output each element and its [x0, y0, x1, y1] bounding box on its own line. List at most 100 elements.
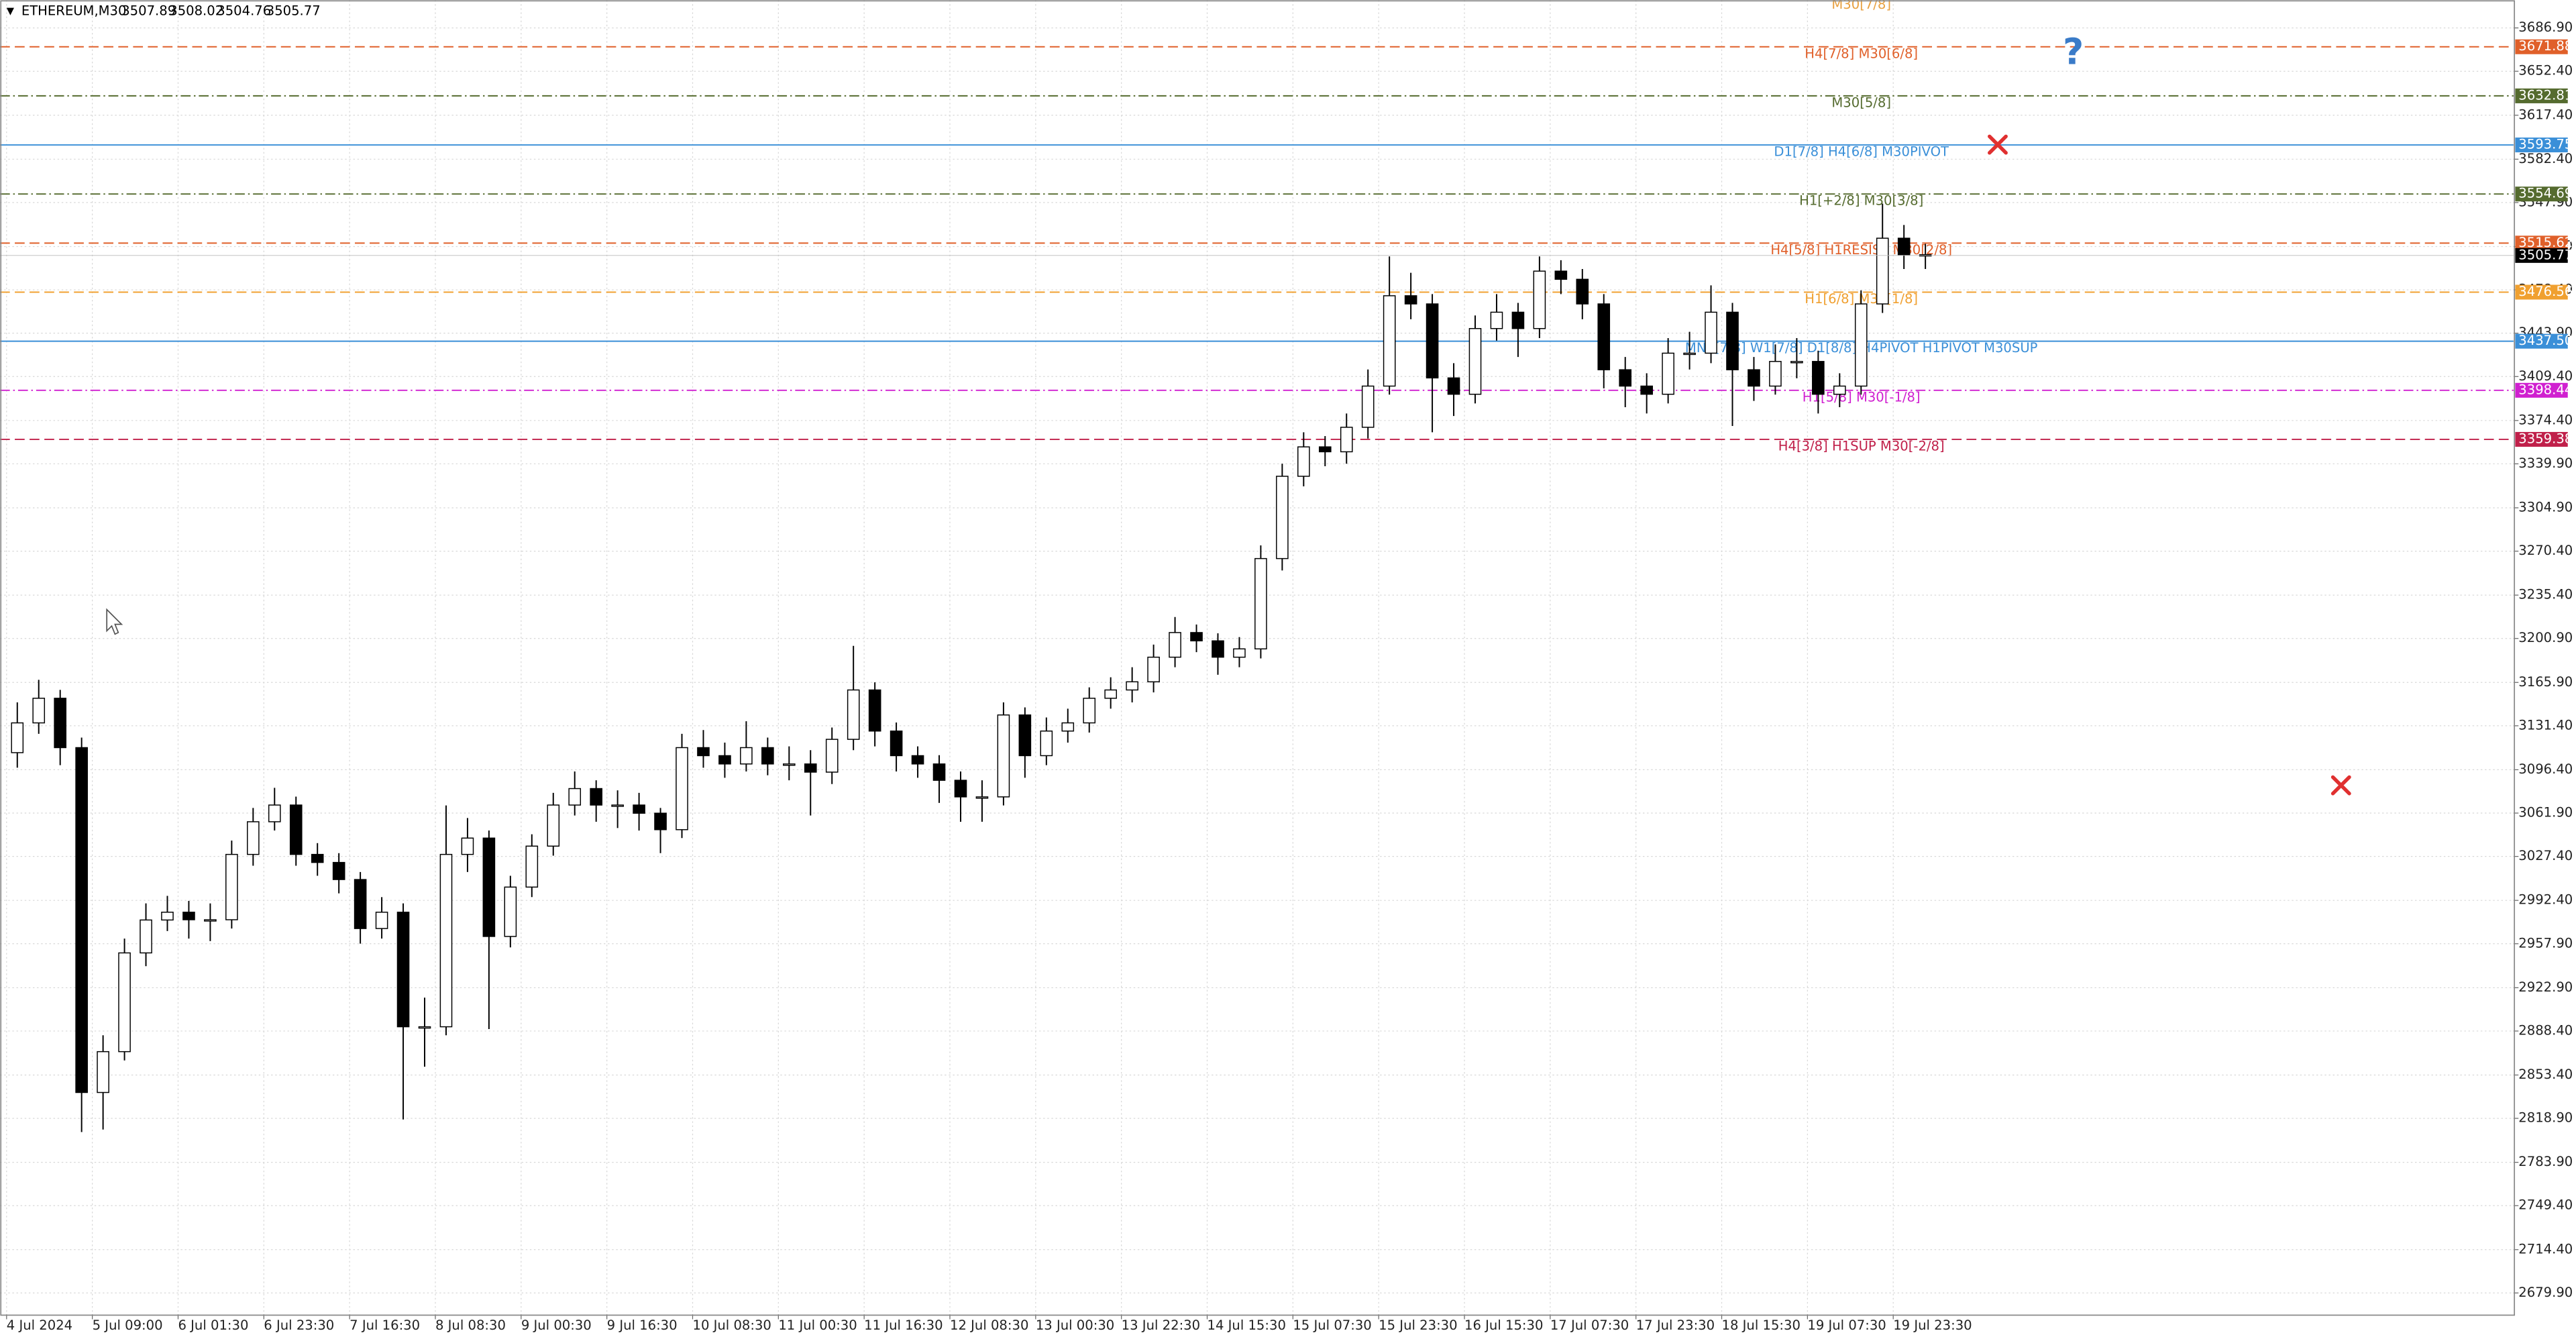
candle-body [1212, 640, 1224, 658]
y-tick-label: 2957.90 [2518, 935, 2573, 951]
candle-body [954, 780, 967, 798]
candle-body [868, 689, 881, 732]
candle-body [161, 912, 174, 921]
price-tag-label: 3671.88 [2518, 38, 2573, 54]
price-tag-label: 3593.75 [2518, 137, 2573, 152]
y-tick-label: 2749.40 [2518, 1197, 2573, 1213]
quote-low: 3504.76 [217, 3, 271, 19]
candle-body [289, 804, 303, 855]
candle-body [676, 747, 688, 831]
candle-body [1705, 311, 1717, 354]
x-tick-label: 13 Jul 00:30 [1036, 1318, 1114, 1333]
x-tick-label: 9 Jul 00:30 [521, 1318, 592, 1333]
y-tick-label: 3304.90 [2518, 499, 2573, 515]
candle-body [1018, 714, 1032, 757]
y-tick-label: 2714.40 [2518, 1241, 2573, 1256]
mouse-cursor [106, 608, 123, 635]
last-price-tag [2515, 248, 2568, 263]
y-tick-label: 3409.40 [2518, 368, 2573, 384]
y-tick-label: 3200.90 [2518, 630, 2573, 645]
price-tag [2515, 284, 2568, 300]
candle-body [1511, 311, 1525, 329]
quote-close: 3505.77 [266, 3, 321, 19]
question-icon: ? [2063, 30, 2084, 72]
candle-body [590, 788, 602, 806]
symbol-title: ETHEREUM,M30 [21, 3, 127, 19]
y-tick-label: 3374.40 [2518, 412, 2573, 427]
candle-body [1083, 698, 1096, 724]
y-tick-label: 2818.90 [2518, 1110, 2573, 1126]
price-tag [2515, 382, 2568, 398]
quote-high: 3508.02 [169, 3, 223, 19]
candle-body [1233, 648, 1246, 658]
candle-body [825, 739, 839, 773]
quote: 3507.89 3508.02 3504.76 3505.77 [121, 3, 320, 19]
candles [11, 203, 1932, 1132]
y-tick-label: 3235.40 [2518, 587, 2573, 602]
candle-body [1254, 557, 1267, 650]
candle-body [611, 804, 624, 807]
candle-body [1340, 427, 1353, 453]
x-tick-label: 13 Jul 22:30 [1122, 1318, 1200, 1333]
y-tick-label: 3652.40 [2518, 63, 2573, 78]
x-tick-label: 14 Jul 15:30 [1208, 1318, 1286, 1333]
candle-body [1897, 237, 1911, 256]
candle-body [932, 763, 946, 781]
x-tick-label: 6 Jul 23:30 [264, 1318, 334, 1333]
x-tick-label: 10 Jul 08:30 [692, 1318, 771, 1333]
candle-body [354, 879, 367, 929]
level-label: D1[7/8] H4[6/8] M30PIVOT [1774, 144, 1949, 160]
candle-body [225, 853, 238, 920]
price-tag [2515, 138, 2568, 153]
y-tick-label: 3061.90 [2518, 805, 2573, 820]
candle-body [1790, 361, 1803, 364]
candle-body [204, 919, 217, 922]
candle-body [1597, 303, 1611, 370]
x-tick-label: 5 Jul 09:00 [93, 1318, 163, 1333]
candle-body [97, 1051, 109, 1093]
candle-body [1726, 311, 1739, 370]
candle-body [697, 747, 710, 757]
x-tick-label: 11 Jul 00:30 [778, 1318, 857, 1333]
candle-body [1769, 361, 1782, 387]
candle-body [332, 861, 345, 880]
candle-body [1876, 237, 1889, 305]
candle-body [547, 804, 560, 847]
price-tag-label: 3476.56 [2518, 284, 2573, 299]
candle-body [1619, 369, 1632, 387]
candle-body [1061, 722, 1075, 732]
candle-body [396, 912, 410, 1028]
candle-body [1426, 303, 1439, 379]
candle-body [1576, 278, 1589, 305]
price-tag-label: 3632.81 [2518, 87, 2573, 103]
y-tick-label: 3582.40 [2518, 151, 2573, 166]
level-label: H1[5/8] M30[-1/8] [1803, 389, 1921, 405]
y-tick-label: 2888.40 [2518, 1022, 2573, 1038]
candle-body [1190, 632, 1203, 642]
candle-body [525, 845, 539, 888]
x-tick-label: 19 Jul 23:30 [1893, 1318, 1972, 1333]
candle-body [1404, 295, 1417, 305]
price-tag-label: 3554.69 [2518, 186, 2573, 201]
candle-body [1383, 295, 1396, 387]
candle-body [1297, 446, 1310, 477]
x-tick-label: 7 Jul 16:30 [350, 1318, 420, 1333]
y-tick-label: 3165.90 [2518, 674, 2573, 690]
y-tick-label: 2783.90 [2518, 1154, 2573, 1169]
x-tick-label: 4 Jul 2024 [7, 1318, 72, 1333]
y-tick-label: 3686.90 [2518, 19, 2573, 35]
x-tick-label: 11 Jul 16:30 [864, 1318, 943, 1333]
candle-body [1104, 689, 1118, 699]
candle-body [1040, 731, 1053, 757]
x-tick-label: 15 Jul 23:30 [1379, 1318, 1457, 1333]
candle-body [1833, 385, 1846, 395]
level-label: M30[7/8] [1831, 0, 1891, 12]
y-tick-label: 3617.40 [2518, 107, 2573, 122]
candle-body [1169, 632, 1181, 658]
last-price-label: 3505.77 [2518, 247, 2573, 262]
candle-body [761, 747, 774, 765]
candle-body [54, 698, 66, 749]
x-tick-label: 16 Jul 15:30 [1464, 1318, 1543, 1333]
